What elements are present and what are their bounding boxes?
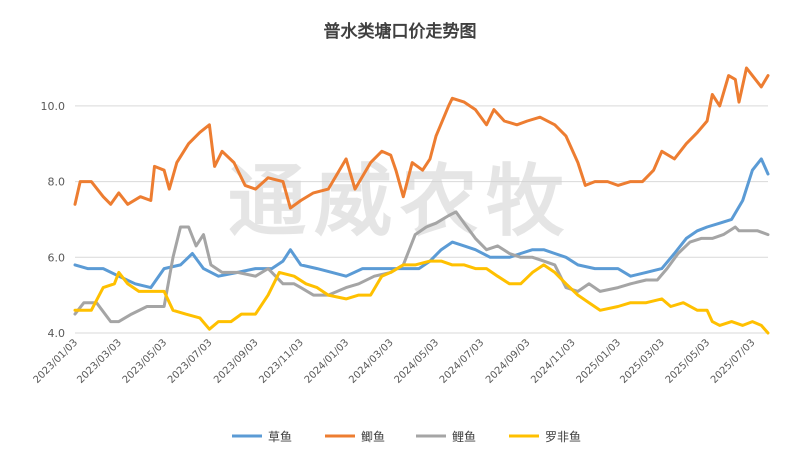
- legend-item: 草鱼: [232, 430, 292, 444]
- x-tick-label: 2023/11/03: [257, 337, 306, 386]
- x-tick-label: 2023/03/03: [75, 337, 124, 386]
- legend-label: 鲤鱼: [452, 430, 476, 444]
- x-tick-label: 2025/01/03: [575, 337, 624, 386]
- series-line-3: [73, 210, 770, 324]
- legend-item: 鲫鱼: [325, 430, 385, 444]
- y-tick-label: 6.0: [48, 251, 66, 264]
- x-tick-label: 2024/07/03: [438, 337, 487, 386]
- x-tick-label: 2023/01/03: [32, 337, 81, 386]
- y-tick-label: 8.0: [48, 176, 66, 189]
- series-line-2: [73, 66, 770, 210]
- series-line-1: [73, 157, 770, 290]
- x-tick-label: 2024/03/03: [347, 337, 396, 386]
- series-line-4: [73, 259, 770, 335]
- legend-item: 罗非鱼: [509, 430, 581, 444]
- y-tick-label: 10.0: [41, 100, 66, 113]
- chart-title: 普水类塘口价走势图: [324, 21, 477, 42]
- legend-item: 鲤鱼: [416, 430, 476, 444]
- legend-label: 草鱼: [268, 430, 292, 444]
- x-tick-label: 2024/05/03: [393, 337, 442, 386]
- x-tick-label: 2023/09/03: [212, 337, 261, 386]
- x-axis-ticks: 2023/01/032023/03/032023/05/032023/07/03…: [32, 337, 758, 386]
- y-tick-label: 4.0: [48, 327, 66, 340]
- x-tick-label: 2025/03/03: [618, 337, 667, 386]
- x-tick-label: 2025/05/03: [664, 337, 713, 386]
- series-layer: [73, 66, 770, 335]
- x-tick-label: 2024/01/03: [303, 337, 352, 386]
- x-tick-label: 2024/09/03: [484, 337, 533, 386]
- y-axis-ticks: 4.0 6.0 8.0 10.0: [41, 100, 66, 340]
- legend-label: 罗非鱼: [545, 430, 581, 444]
- watermark: 通威农牧: [228, 157, 572, 247]
- legend-label: 鲫鱼: [361, 430, 385, 444]
- x-tick-label: 2023/07/03: [166, 337, 215, 386]
- legend: 草鱼 鲫鱼 鲤鱼 罗非鱼: [232, 430, 581, 444]
- x-tick-label: 2023/05/03: [121, 337, 170, 386]
- x-tick-label: 2025/07/03: [709, 337, 758, 386]
- x-tick-label: 2024/11/03: [529, 337, 578, 386]
